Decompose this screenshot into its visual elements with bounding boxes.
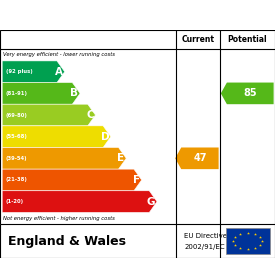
Polygon shape: [175, 148, 219, 169]
Text: Very energy efficient - lower running costs: Very energy efficient - lower running co…: [3, 52, 115, 57]
Text: Energy Efficiency Rating: Energy Efficiency Rating: [8, 8, 210, 23]
Text: 85: 85: [243, 88, 257, 98]
Text: 2002/91/EC: 2002/91/EC: [184, 244, 225, 250]
Text: EU Directive: EU Directive: [184, 233, 227, 239]
Polygon shape: [2, 169, 142, 191]
Text: (81-91): (81-91): [6, 91, 28, 96]
Text: Not energy efficient - higher running costs: Not energy efficient - higher running co…: [3, 216, 115, 221]
Bar: [226, 228, 270, 254]
Text: G: G: [147, 197, 155, 207]
Text: D: D: [101, 132, 109, 142]
Text: B: B: [70, 88, 78, 98]
Text: (92 plus): (92 plus): [6, 69, 32, 74]
Polygon shape: [2, 126, 111, 148]
Text: (39-54): (39-54): [6, 156, 27, 161]
Text: (55-68): (55-68): [6, 134, 28, 139]
Text: F: F: [133, 175, 140, 185]
Text: (69-80): (69-80): [6, 112, 28, 118]
Text: 47: 47: [193, 153, 207, 163]
Text: (21-38): (21-38): [6, 178, 28, 182]
Polygon shape: [221, 83, 274, 104]
Text: (1-20): (1-20): [6, 199, 24, 204]
Polygon shape: [2, 83, 80, 104]
Text: C: C: [86, 110, 94, 120]
Polygon shape: [2, 148, 126, 169]
Text: Potential: Potential: [228, 35, 267, 44]
Text: A: A: [55, 67, 63, 77]
Text: Current: Current: [182, 35, 214, 44]
Text: England & Wales: England & Wales: [8, 235, 126, 248]
Polygon shape: [2, 61, 65, 83]
Polygon shape: [2, 104, 95, 126]
Polygon shape: [2, 191, 157, 212]
Text: E: E: [117, 153, 125, 163]
